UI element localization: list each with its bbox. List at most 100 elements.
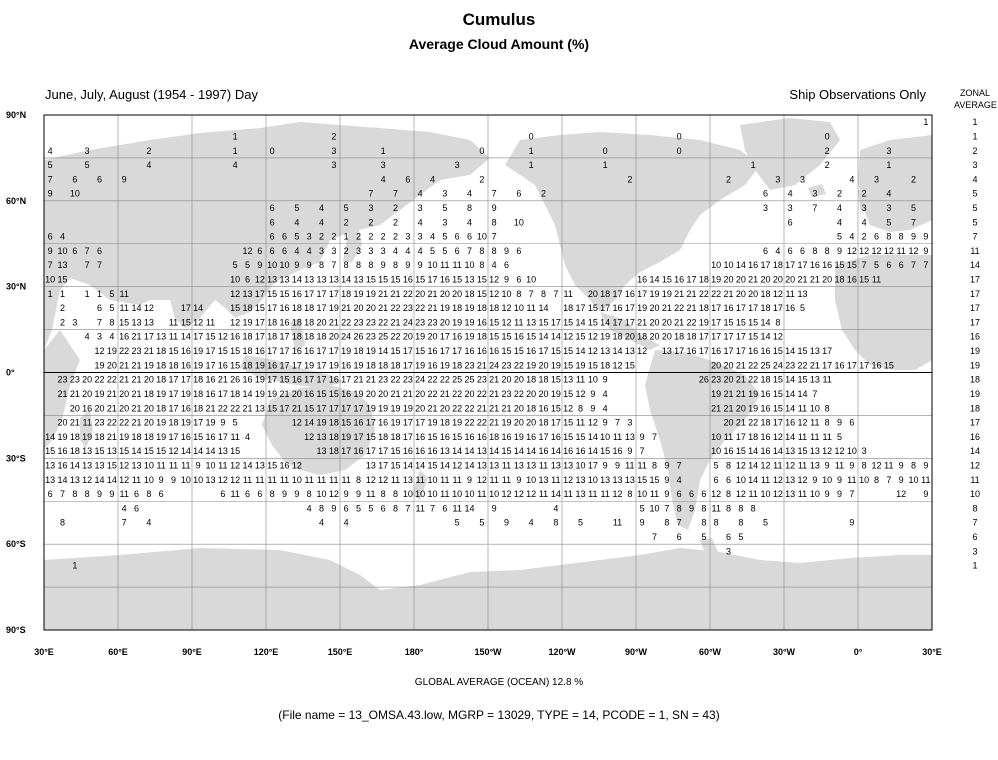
cell-value: 19: [341, 346, 351, 356]
cell-value: 21: [723, 289, 733, 299]
cell-value: 6: [282, 232, 287, 242]
cell-value: 20: [366, 389, 376, 399]
cell-value: 4: [405, 246, 410, 256]
zonal-average-value: 1: [972, 561, 977, 571]
cell-value: 18: [760, 289, 770, 299]
cell-value: 11: [822, 432, 831, 442]
cell-value: 13: [551, 460, 561, 470]
cell-value: 16: [563, 446, 573, 456]
cell-value: 17: [699, 346, 709, 356]
cell-value: 15: [329, 389, 339, 399]
cell-value: 4: [837, 217, 842, 227]
zonal-average-value: 19: [970, 346, 980, 356]
cell-value: 17: [403, 418, 413, 428]
land-uk: [858, 188, 870, 210]
cell-value: 4: [307, 246, 312, 256]
cell-value: 11: [119, 289, 128, 299]
cell-value: 18: [242, 360, 252, 370]
cell-value: 20: [440, 289, 450, 299]
x-tick-label: 90°W: [625, 647, 648, 657]
cell-value: 9: [603, 375, 608, 385]
cell-value: 0: [529, 131, 534, 141]
zonal-average-value: 1: [972, 131, 977, 141]
cell-value: 20: [144, 403, 154, 413]
cell-value: 6: [97, 174, 102, 184]
cell-value: 18: [612, 332, 622, 342]
cell-value: 17: [723, 346, 733, 356]
cell-value: 17: [267, 346, 277, 356]
cell-value: 10: [427, 489, 437, 499]
cell-value: 14: [551, 446, 561, 456]
cell-value: 8: [344, 260, 349, 270]
cell-value: 7: [886, 475, 891, 485]
cell-value: 8: [72, 489, 77, 499]
cell-value: 22: [748, 418, 758, 428]
cell-value: 15: [390, 460, 400, 470]
cell-value: 18: [193, 389, 203, 399]
cell-value: 10: [464, 489, 474, 499]
cell-value: 13: [279, 275, 289, 285]
cell-value: 13: [563, 460, 573, 470]
cell-value: 2: [479, 174, 484, 184]
cell-value: 7: [553, 289, 558, 299]
cell-value: 12: [477, 475, 487, 485]
cell-value: 15: [501, 446, 511, 456]
cell-value: 11: [169, 460, 178, 470]
land-antarctic-peninsula: [700, 538, 718, 556]
cell-value: 15: [107, 460, 117, 470]
cell-value: 13: [156, 332, 166, 342]
cell-value: 15: [415, 346, 425, 356]
cell-value: 18: [144, 389, 154, 399]
cell-value: 13: [575, 489, 585, 499]
cell-value: 7: [911, 260, 916, 270]
cell-value: 18: [686, 332, 696, 342]
cell-value: 19: [390, 418, 400, 428]
cell-value: 23: [415, 317, 425, 327]
cell-value: 21: [637, 317, 647, 327]
cell-value: 8: [911, 460, 916, 470]
cell-value: 11: [514, 317, 523, 327]
cell-value: 4: [294, 246, 299, 256]
land-new-zealand: [412, 470, 428, 500]
cell-value: 10: [588, 475, 598, 485]
cell-value: 23: [464, 360, 474, 370]
cell-value: 21: [279, 389, 289, 399]
cell-value: 15: [452, 275, 462, 285]
cell-value: 16: [57, 460, 67, 470]
cell-value: 6: [763, 189, 768, 199]
cell-value: 22: [427, 375, 437, 385]
zonal-average-value: 6: [972, 532, 977, 542]
land-greenland: [740, 118, 840, 190]
cell-value: 7: [862, 260, 867, 270]
cell-value: 20: [107, 360, 117, 370]
cell-value: 15: [563, 432, 573, 442]
cell-value: 3: [788, 203, 793, 213]
cell-value: 12: [292, 418, 302, 428]
cell-value: 20: [773, 275, 783, 285]
x-tick-label: 150°W: [474, 647, 502, 657]
cell-value: 17: [625, 317, 635, 327]
cell-value: 8: [479, 260, 484, 270]
cell-value: 6: [220, 489, 225, 499]
cell-value: 1: [48, 289, 53, 299]
cell-value: 9: [911, 232, 916, 242]
cell-value: 12: [94, 346, 104, 356]
cell-value: 14: [489, 446, 499, 456]
cell-value: 9: [405, 260, 410, 270]
cell-value: 7: [812, 389, 817, 399]
cell-value: 13: [255, 460, 265, 470]
cell-value: 16: [810, 260, 820, 270]
cell-value: 11: [625, 460, 634, 470]
cell-value: 21: [292, 403, 302, 413]
cell-value: 0: [270, 146, 275, 156]
cell-value: 9: [664, 489, 669, 499]
cell-value: 20: [662, 317, 672, 327]
cell-value: 18: [156, 346, 166, 356]
cell-value: 14: [341, 275, 351, 285]
cell-value: 6: [788, 217, 793, 227]
cell-value: 22: [477, 389, 487, 399]
cell-value: 19: [366, 289, 376, 299]
cell-value: 15: [588, 317, 598, 327]
cell-value: 15: [797, 375, 807, 385]
cell-value: 14: [292, 275, 302, 285]
